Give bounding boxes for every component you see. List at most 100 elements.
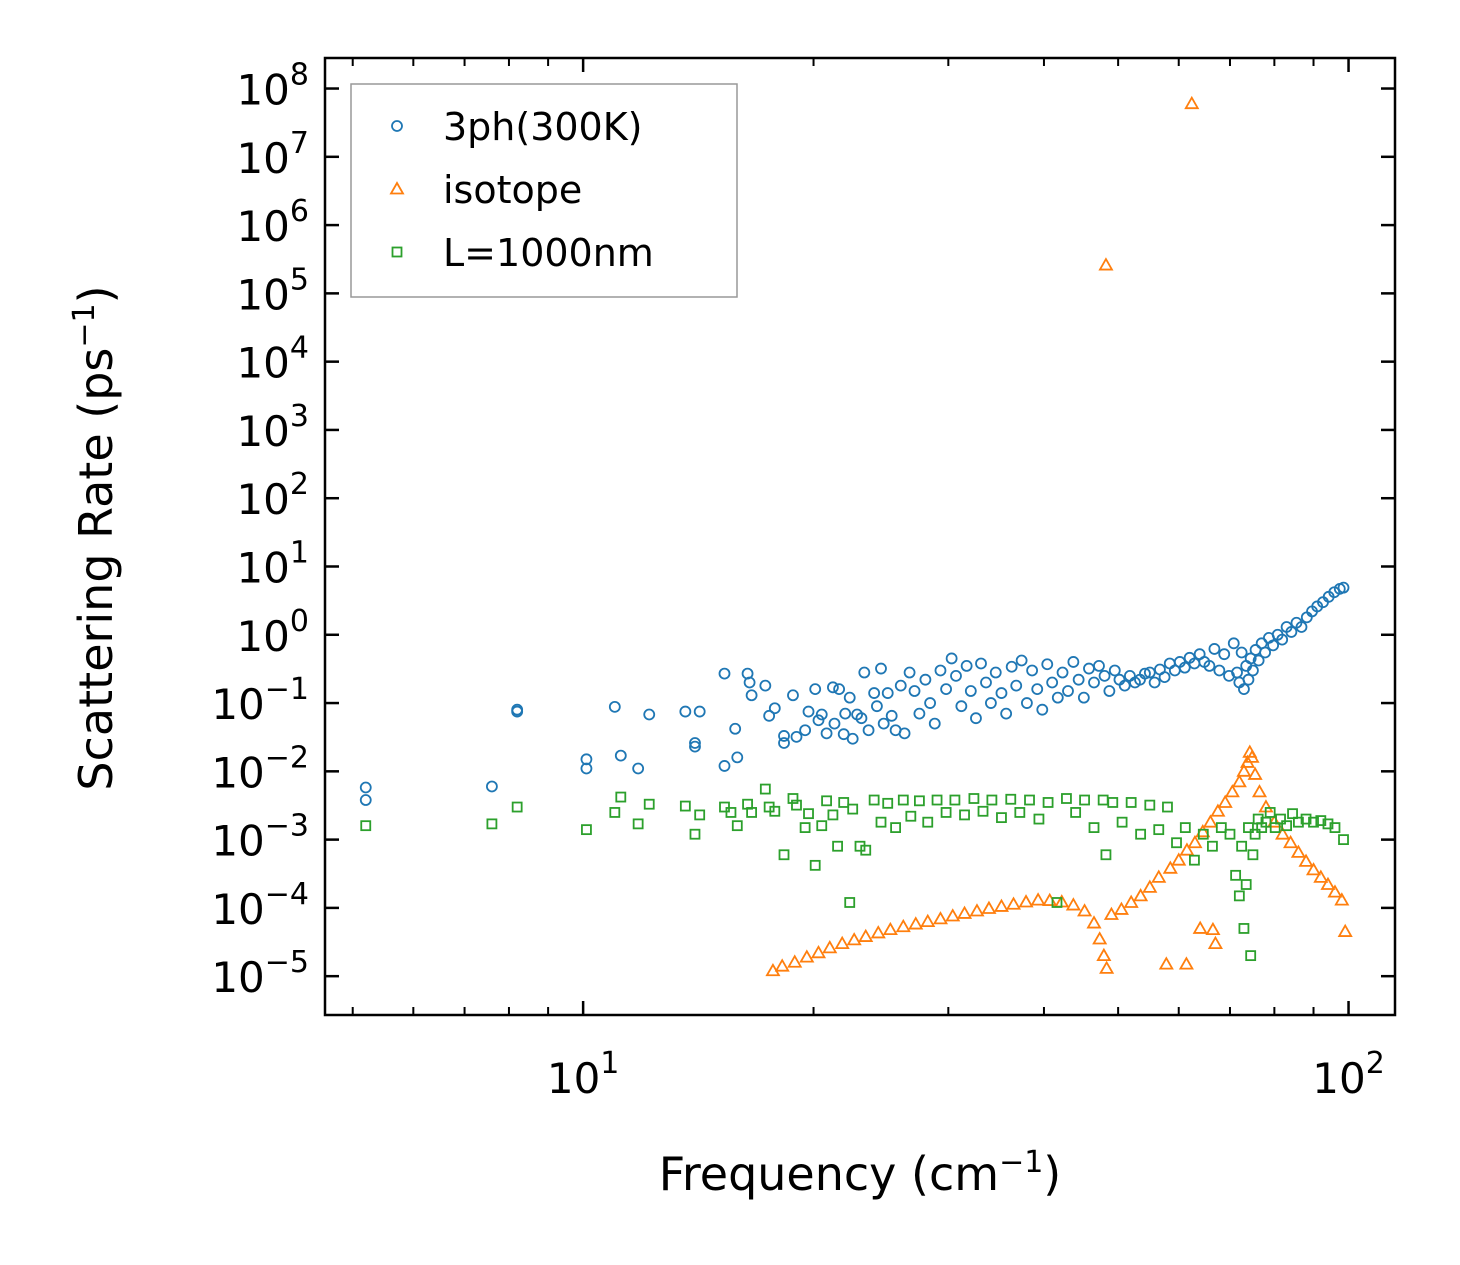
data-point: [679, 705, 692, 718]
data-point: [949, 794, 961, 806]
data-point: [1046, 676, 1059, 689]
data-point: [799, 822, 811, 833]
data-point: [1235, 646, 1248, 659]
data-point: [1077, 903, 1093, 917]
data-point: [870, 925, 886, 939]
data-point: [898, 727, 911, 740]
data-point: [832, 840, 843, 852]
data-point: [1203, 660, 1216, 672]
data-point: [839, 707, 852, 720]
data-point: [693, 705, 706, 718]
data-point: [608, 700, 621, 713]
x-tick-label: 101: [547, 1046, 620, 1103]
data-point: [1108, 664, 1121, 677]
x-axis-title: Frequency (cm−1): [659, 1145, 1062, 1201]
data-point: [809, 683, 822, 696]
data-point: [787, 793, 799, 804]
data-point: [1218, 648, 1231, 661]
data-point: [1100, 849, 1112, 861]
data-point: [689, 828, 701, 840]
data-point: [1337, 581, 1350, 594]
y-tick-label: 103: [236, 399, 309, 456]
data-point: [881, 687, 894, 699]
data-point: [1287, 808, 1298, 820]
series-l-1000nm: [360, 783, 1349, 962]
data-point: [632, 818, 644, 830]
series-3ph-300k-: [359, 581, 1350, 806]
data-point: [778, 737, 790, 749]
legend-box: [350, 83, 738, 298]
data-point: [1042, 892, 1058, 906]
data-point: [1247, 849, 1259, 861]
data-point: [1290, 844, 1306, 858]
data-point: [1249, 828, 1261, 840]
data-point: [890, 822, 902, 833]
data-point: [1113, 901, 1129, 915]
data-point: [769, 805, 781, 817]
data-point: [964, 685, 977, 697]
data-point: [882, 797, 894, 809]
data-point: [1300, 813, 1312, 825]
data-point: [1107, 797, 1119, 808]
data-point: [1231, 774, 1247, 788]
data-point: [1233, 890, 1245, 902]
data-point: [960, 660, 973, 672]
data-point: [632, 762, 645, 775]
y-tick-label: 101: [236, 535, 309, 592]
data-point: [986, 794, 998, 806]
legend-marker: [391, 120, 403, 132]
data-point: [970, 712, 982, 725]
x-tick-label: 102: [1312, 1046, 1385, 1103]
data-point: [1005, 660, 1018, 673]
data-point: [787, 689, 799, 702]
data-point: [1056, 666, 1069, 679]
data-point: [689, 740, 701, 753]
data-point: [1051, 691, 1064, 704]
data-point: [718, 760, 731, 772]
data-point: [908, 685, 921, 697]
y-tick-label: 106: [236, 194, 309, 251]
data-point: [922, 816, 934, 828]
data-point: [718, 667, 731, 680]
data-point: [1010, 679, 1023, 692]
data-point: [812, 714, 825, 727]
data-point: [1243, 822, 1254, 833]
data-point: [743, 676, 756, 689]
data-point: [1224, 784, 1240, 798]
data-point: [1086, 915, 1102, 929]
data-point: [1244, 652, 1257, 665]
y-tick-label: 107: [236, 126, 309, 183]
data-point: [1298, 853, 1314, 867]
data-point: [919, 673, 932, 686]
data-point: [1098, 257, 1114, 271]
data-point: [950, 669, 962, 682]
data-point: [1207, 935, 1223, 949]
y-axis-title: Scattering Rate (ps−1): [67, 285, 123, 790]
data-point: [1093, 660, 1105, 672]
data-point: [1033, 813, 1045, 825]
data-point: [1051, 897, 1063, 908]
data-point: [1293, 816, 1304, 828]
data-point: [980, 676, 992, 689]
data-point: [1179, 822, 1191, 833]
data-point: [643, 798, 655, 810]
data-point: [975, 657, 987, 670]
data-point: [725, 807, 737, 818]
data-point: [1305, 862, 1322, 876]
data-point: [1192, 920, 1208, 934]
data-point: [1024, 794, 1035, 806]
data-point: [985, 697, 997, 709]
data-point: [1067, 656, 1080, 668]
data-point: [1079, 794, 1090, 806]
data-point: [846, 732, 859, 745]
data-point: [996, 812, 1007, 824]
data-point: [1313, 869, 1329, 883]
data-point: [1142, 879, 1158, 893]
data-point: [846, 932, 862, 946]
data-point: [1334, 892, 1350, 906]
data-point: [1329, 822, 1341, 833]
data-point: [1116, 816, 1128, 828]
y-tick-label: 10−4: [211, 877, 309, 934]
data-point: [827, 681, 839, 694]
data-point: [894, 679, 907, 692]
